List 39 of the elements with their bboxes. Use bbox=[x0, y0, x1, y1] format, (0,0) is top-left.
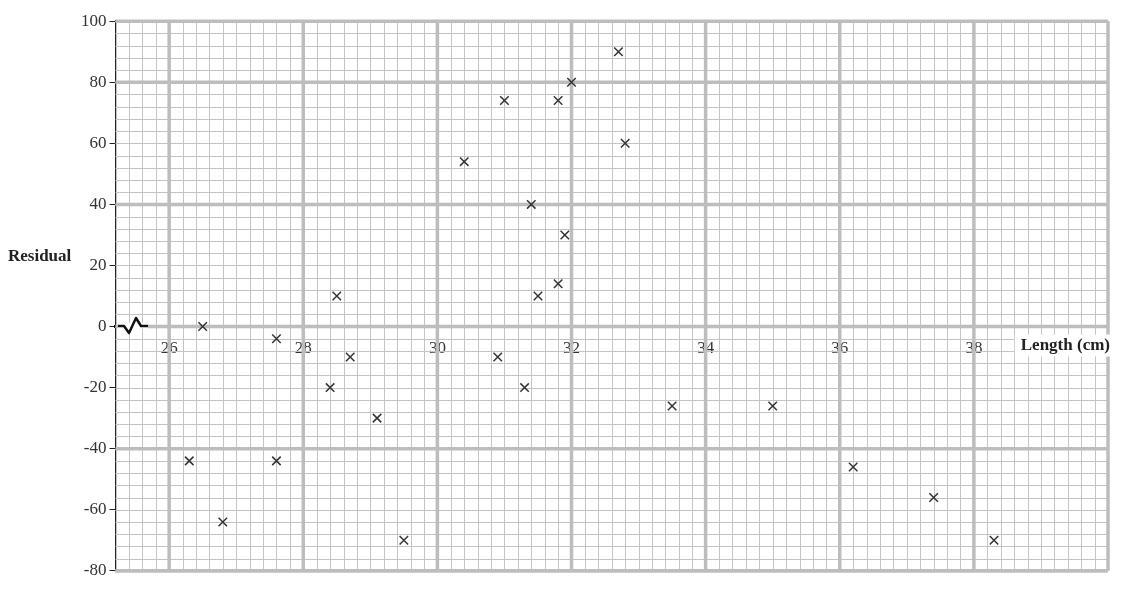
point bbox=[620, 138, 631, 149]
point bbox=[553, 278, 564, 289]
point bbox=[271, 455, 282, 466]
point bbox=[492, 352, 503, 363]
y-tick-label: 60 bbox=[89, 132, 107, 152]
point bbox=[331, 291, 342, 301]
y-tick-label: 80 bbox=[89, 71, 107, 91]
point bbox=[519, 382, 530, 393]
point bbox=[767, 400, 778, 411]
point bbox=[667, 400, 678, 411]
point bbox=[345, 352, 356, 363]
point bbox=[459, 156, 470, 167]
point bbox=[553, 95, 564, 106]
y-tick-label: -20 bbox=[83, 377, 107, 397]
point bbox=[989, 535, 999, 546]
point bbox=[217, 516, 228, 527]
point bbox=[928, 492, 939, 503]
point bbox=[372, 413, 383, 424]
point bbox=[325, 382, 336, 393]
point bbox=[613, 46, 624, 57]
point bbox=[499, 95, 510, 106]
y-tick-label: -40 bbox=[83, 438, 107, 458]
point bbox=[197, 321, 208, 332]
point bbox=[526, 199, 537, 210]
point bbox=[398, 535, 409, 546]
y-tick-label: 20 bbox=[89, 254, 107, 274]
y-tick-label: 100 bbox=[81, 10, 107, 30]
y-tick-label: -80 bbox=[83, 560, 107, 580]
point bbox=[559, 229, 570, 240]
y-axis-title: Residual bbox=[8, 246, 72, 266]
point bbox=[532, 291, 543, 301]
y-tick-label: 40 bbox=[89, 193, 107, 213]
y-tick-label: 0 bbox=[98, 316, 107, 335]
x-axis-title: Length (cm) bbox=[1020, 335, 1110, 355]
y-tick-label: -60 bbox=[83, 499, 107, 519]
point bbox=[271, 333, 282, 344]
point bbox=[566, 77, 577, 88]
point bbox=[848, 461, 859, 472]
point bbox=[184, 455, 195, 466]
